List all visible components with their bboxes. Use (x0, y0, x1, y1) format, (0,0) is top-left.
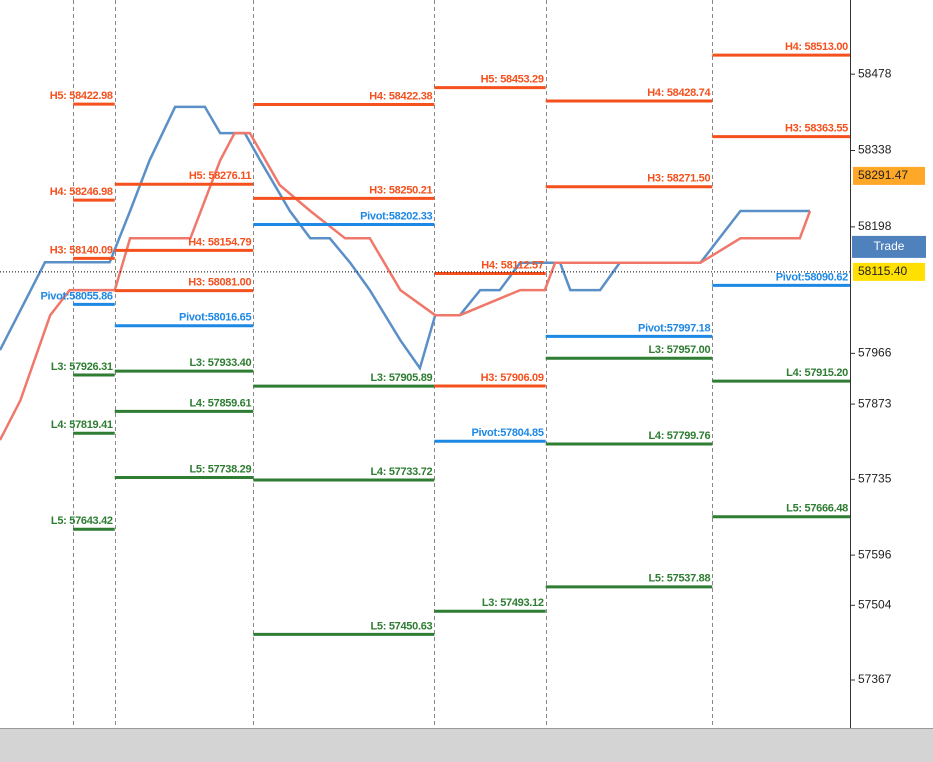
y-tick-label: 57873 (858, 396, 892, 410)
y-tick-label: 57504 (858, 597, 892, 611)
level-label: H3: 58250.21 (369, 184, 432, 196)
y-tick-label: 58338 (858, 143, 892, 157)
level-label: H4: 58112.57 (481, 259, 544, 271)
level-label: L4: 57733.72 (371, 466, 433, 478)
level-label: L3: 57493.12 (482, 597, 544, 609)
bid-price-label: 58115.40 (858, 264, 907, 278)
level-label: L3: 57926.31 (51, 361, 113, 373)
level-label: Pivot:58016.65 (179, 312, 251, 324)
current-price-label: 58291.47 (858, 168, 908, 182)
trade-button[interactable] (852, 235, 926, 258)
level-label: L3: 57933.40 (189, 357, 251, 369)
y-tick-label: 58198 (858, 219, 892, 233)
indicator-line (0, 105, 810, 371)
current-price-box (853, 166, 925, 185)
level-label: H5: 58276.11 (189, 170, 252, 182)
y-tick-label: 57596 (858, 547, 892, 561)
plot-area (0, 0, 850, 728)
price-axis (851, 0, 933, 728)
bid-price-box (853, 262, 925, 281)
level-label: L5: 57450.63 (371, 620, 433, 632)
bottom-panel (0, 728, 933, 762)
level-label: H4: 58154.79 (188, 236, 251, 248)
trade-button-label: Trade (874, 239, 905, 253)
level-label: L5: 57537.88 (648, 573, 710, 585)
level-label: Pivot:57804.85 (471, 427, 543, 439)
level-label: Pivot:58202.33 (360, 210, 432, 222)
level-label: L4: 57819.41 (51, 419, 113, 431)
level-label: L3: 57905.89 (371, 372, 433, 384)
level-label: H5: 58422.98 (50, 90, 113, 102)
level-label: H3: 58081.00 (188, 277, 251, 289)
level-label: L4: 57859.61 (189, 397, 251, 409)
level-label: L4: 57915.20 (786, 367, 848, 379)
level-label: Pivot:58055.86 (41, 290, 113, 302)
level-label: H3: 58271.50 (647, 173, 710, 185)
level-label: H4: 58246.98 (50, 186, 113, 198)
y-tick-label: 57966 (858, 346, 892, 360)
level-label: L5: 57738.29 (189, 463, 251, 475)
level-label: H4: 58513.00 (785, 41, 848, 53)
level-label: H3: 57906.09 (481, 372, 544, 384)
level-label: H5: 58453.29 (481, 74, 544, 86)
level-label: Pivot:57997.18 (638, 322, 710, 334)
level-label: L5: 57666.48 (786, 503, 848, 515)
level-label: L3: 57957.00 (648, 344, 710, 356)
level-label: L4: 57799.76 (648, 430, 710, 442)
level-label: H4: 58428.74 (647, 87, 711, 99)
level-label: Pivot:58090.62 (776, 271, 848, 283)
level-label: L5: 57643.42 (51, 515, 113, 527)
level-label: H4: 58422.38 (369, 90, 432, 102)
y-tick-label: 58478 (858, 66, 892, 80)
level-label: H3: 58363.55 (785, 122, 848, 134)
y-tick-label: 57735 (858, 472, 892, 486)
y-tick-label: 57367 (858, 672, 892, 686)
level-label: H3: 58140.09 (50, 244, 113, 256)
